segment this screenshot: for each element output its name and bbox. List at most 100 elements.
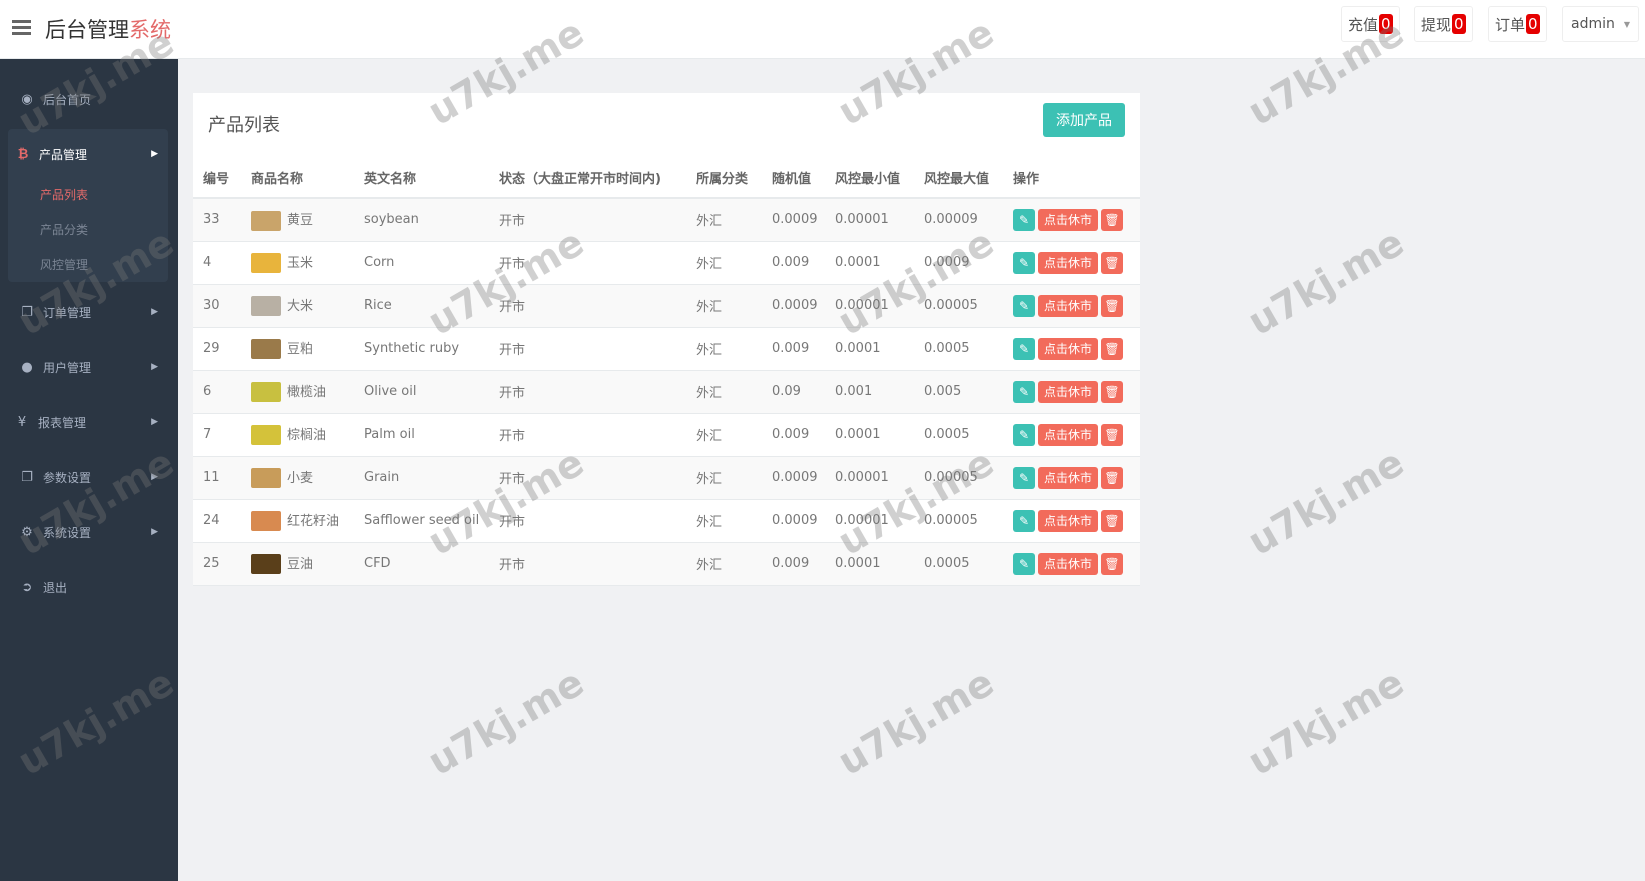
cell-status: 开市 xyxy=(499,542,696,586)
cell-id: 4 xyxy=(193,241,251,285)
close-market-button[interactable]: 点击休市 xyxy=(1038,380,1098,403)
product-name: 黄豆 xyxy=(287,213,314,228)
close-market-button[interactable]: 点击休市 xyxy=(1038,294,1098,317)
edit-button[interactable]: ✎ xyxy=(1013,423,1035,446)
close-market-button[interactable]: 点击休市 xyxy=(1038,251,1098,274)
close-market-button[interactable]: 点击休市 xyxy=(1038,423,1098,446)
cell-category: 外汇 xyxy=(696,499,772,543)
edit-button[interactable]: ✎ xyxy=(1013,509,1035,532)
add-product-button[interactable]: 添加产品 xyxy=(1043,103,1125,137)
sidebar-sub-risk-control[interactable]: 风控管理 xyxy=(40,258,89,272)
edit-button[interactable]: ✎ xyxy=(1013,251,1035,274)
orders-button[interactable]: 订单 0 xyxy=(1488,6,1547,42)
cell-name: 豆油 xyxy=(251,542,364,586)
trash-icon: 🗑 xyxy=(1104,384,1120,399)
cell-status: 开市 xyxy=(499,413,696,457)
cell-random: 0.0009 xyxy=(772,284,835,328)
edit-button[interactable]: ✎ xyxy=(1013,337,1035,360)
cell-name: 玉米 xyxy=(251,241,364,285)
sidebar-item-orders[interactable]: ❐ 订单管理 ▶ xyxy=(0,297,178,327)
cell-random: 0.009 xyxy=(772,413,835,457)
recharge-label: 充值 xyxy=(1348,15,1379,34)
sidebar-sub-product-category[interactable]: 产品分类 xyxy=(40,223,89,237)
sidebar-item-reports[interactable]: ¥ 报表管理 ▶ xyxy=(0,407,178,437)
pencil-icon: ✎ xyxy=(1018,212,1030,227)
delete-button[interactable]: 🗑 xyxy=(1101,466,1123,489)
delete-button[interactable]: 🗑 xyxy=(1101,251,1123,274)
watermark: u7kj.me xyxy=(420,660,592,784)
col-random: 随机值 xyxy=(772,158,835,199)
cell-random: 0.0009 xyxy=(772,499,835,543)
pencil-icon: ✎ xyxy=(1018,255,1030,270)
withdraw-badge: 0 xyxy=(1452,14,1466,34)
cell-risk-max: 0.00009 xyxy=(924,198,1013,242)
cell-risk-max: 0.0005 xyxy=(924,413,1013,457)
sidebar-item-params[interactable]: ❐ 参数设置 ▶ xyxy=(0,462,178,492)
product-table: 编号 商品名称 英文名称 状态（大盘正常开市时间内) 所属分类 随机值 风控最小… xyxy=(193,158,1140,586)
sidebar-item-users[interactable]: ● 用户管理 ▶ xyxy=(0,352,178,382)
withdraw-button[interactable]: 提现 0 xyxy=(1414,6,1473,42)
cell-random: 0.009 xyxy=(772,327,835,371)
delete-button[interactable]: 🗑 xyxy=(1101,208,1123,231)
col-risk-min: 风控最小值 xyxy=(835,158,924,199)
product-thumbnail xyxy=(251,511,281,532)
cell-risk-min: 0.0001 xyxy=(835,413,924,457)
close-market-button[interactable]: 点击休市 xyxy=(1038,509,1098,532)
product-name: 橄榄油 xyxy=(287,384,327,400)
delete-button[interactable]: 🗑 xyxy=(1101,509,1123,532)
col-status: 状态（大盘正常开市时间内) xyxy=(499,158,696,199)
cell-name: 大米 xyxy=(251,284,364,328)
sidebar-item-label: 报表管理 xyxy=(38,415,87,430)
watermark: u7kj.me xyxy=(1240,220,1412,344)
close-market-button[interactable]: 点击休市 xyxy=(1038,337,1098,360)
edit-button[interactable]: ✎ xyxy=(1013,466,1035,489)
sidebar-item-dashboard[interactable]: ◉ 后台首页 xyxy=(0,84,178,114)
pencil-icon: ✎ xyxy=(1018,513,1030,528)
product-name: 豆粕 xyxy=(287,341,314,357)
cell-name: 橄榄油 xyxy=(251,370,364,414)
product-thumbnail xyxy=(251,339,281,360)
delete-button[interactable]: 🗑 xyxy=(1101,380,1123,403)
cell-actions: ✎ 点击休市 🗑 xyxy=(1013,241,1140,285)
cell-id: 11 xyxy=(193,456,251,500)
cell-risk-max: 0.00005 xyxy=(924,456,1013,500)
cell-category: 外汇 xyxy=(696,542,772,586)
edit-button[interactable]: ✎ xyxy=(1013,208,1035,231)
recharge-button[interactable]: 充值 0 xyxy=(1341,6,1400,42)
delete-button[interactable]: 🗑 xyxy=(1101,552,1123,575)
caret-right-icon: ▶ xyxy=(151,307,158,317)
edit-button[interactable]: ✎ xyxy=(1013,380,1035,403)
col-risk-max: 风控最大值 xyxy=(924,158,1013,199)
edit-button[interactable]: ✎ xyxy=(1013,552,1035,575)
sidebar-sub-product-list[interactable]: 产品列表 xyxy=(40,188,89,202)
close-market-button[interactable]: 点击休市 xyxy=(1038,466,1098,489)
menu-toggle-icon[interactable] xyxy=(12,20,31,36)
close-market-button[interactable]: 点击休市 xyxy=(1038,552,1098,575)
cell-risk-max: 0.00005 xyxy=(924,284,1013,328)
delete-button[interactable]: 🗑 xyxy=(1101,294,1123,317)
delete-button[interactable]: 🗑 xyxy=(1101,337,1123,360)
pencil-icon: ✎ xyxy=(1018,427,1030,442)
table-row: 6 橄榄油 Olive oil 开市 外汇 0.09 0.001 0.005 ✎ 点击休市 🗑 xyxy=(193,370,1140,414)
brand-accent: 系统 xyxy=(129,18,171,42)
brand-main: 后台管理 xyxy=(45,18,129,42)
sidebar-item-logout[interactable]: ➲ 退出 xyxy=(0,572,178,602)
sidebar-item-products[interactable]: ₿ 产品管理 ▶ xyxy=(0,139,178,169)
page-title: 产品列表 xyxy=(208,115,280,136)
pencil-icon: ✎ xyxy=(1018,298,1030,313)
table-row: 33 黄豆 soybean 开市 外汇 0.0009 0.00001 0.00009 ✎ 点击休市… xyxy=(193,198,1140,242)
close-market-button[interactable]: 点击休市 xyxy=(1038,208,1098,231)
product-thumbnail xyxy=(251,296,281,317)
user-icon: ● xyxy=(21,359,33,375)
sidebar-item-system[interactable]: ⚙ 系统设置 ▶ xyxy=(0,517,178,547)
sidebar-item-label: 用户管理 xyxy=(43,360,92,375)
sidebar-item-label: 订单管理 xyxy=(43,305,92,320)
user-dropdown[interactable]: admin ▼ xyxy=(1562,6,1640,42)
cell-category: 外汇 xyxy=(696,284,772,328)
edit-button[interactable]: ✎ xyxy=(1013,294,1035,317)
copy-icon: ❐ xyxy=(21,469,33,485)
table-row: 7 棕榈油 Palm oil 开市 外汇 0.009 0.0001 0.0005 ✎ 点击休市 🗑 xyxy=(193,413,1140,457)
delete-button[interactable]: 🗑 xyxy=(1101,423,1123,446)
cell-actions: ✎ 点击休市 🗑 xyxy=(1013,499,1140,543)
cell-risk-min: 0.00001 xyxy=(835,284,924,328)
